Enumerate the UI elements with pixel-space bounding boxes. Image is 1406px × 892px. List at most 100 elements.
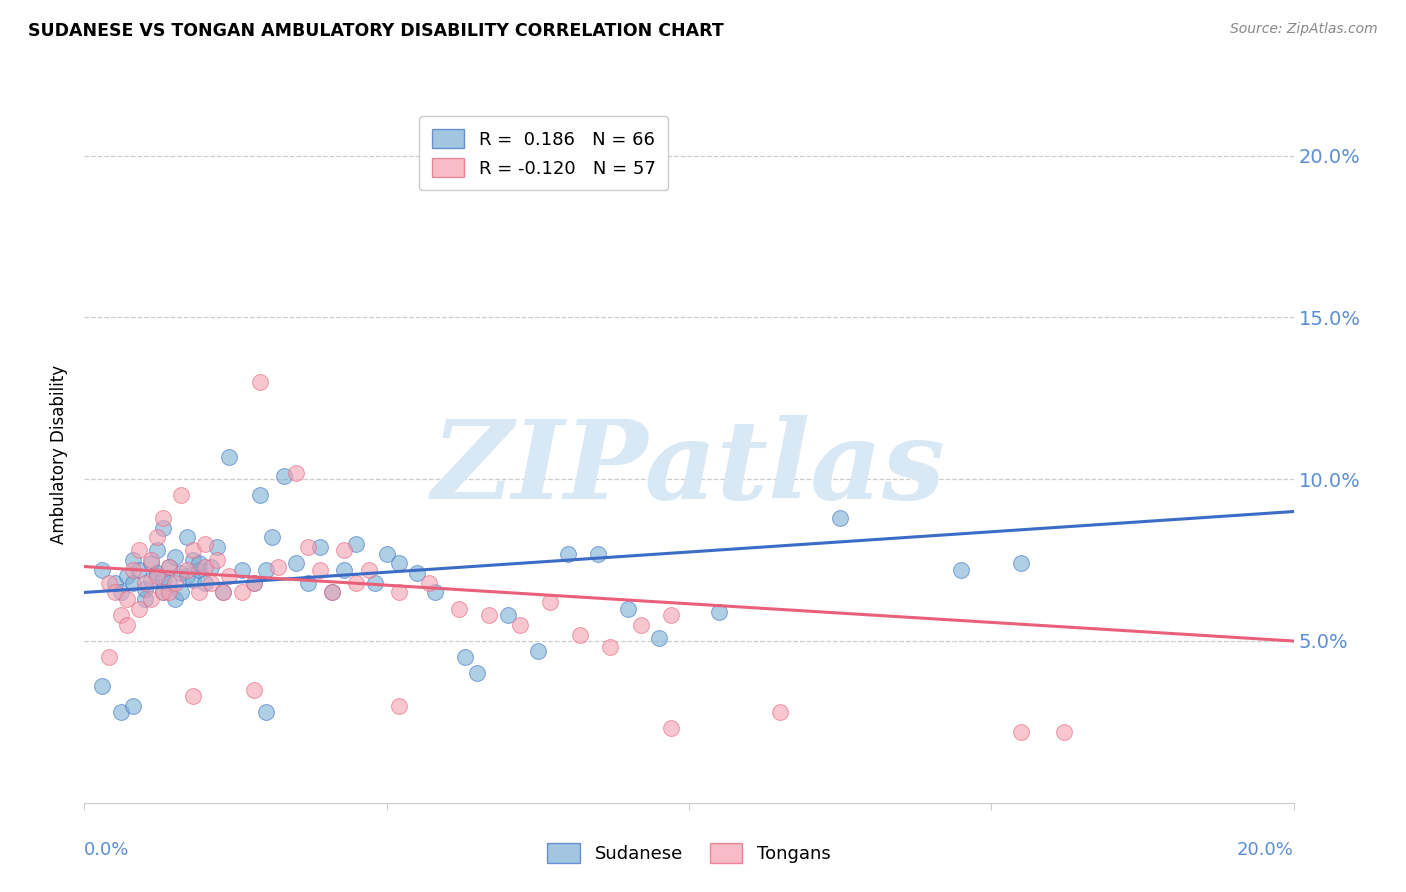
Point — [231, 585, 253, 599]
Point — [333, 543, 356, 558]
Point — [128, 563, 150, 577]
Point — [218, 450, 240, 464]
Point — [121, 563, 143, 577]
Point — [176, 569, 198, 583]
Point — [285, 466, 308, 480]
Point — [170, 585, 193, 599]
Point — [423, 585, 446, 599]
Point — [309, 563, 332, 577]
Point — [188, 585, 211, 599]
Point — [207, 553, 229, 567]
Legend: Sudanese, Tongans: Sudanese, Tongans — [540, 836, 838, 871]
Point — [165, 575, 187, 590]
Point — [321, 585, 343, 599]
Point — [333, 563, 356, 577]
Point — [254, 563, 277, 577]
Point — [388, 585, 411, 599]
Point — [134, 582, 156, 597]
Point — [176, 563, 198, 577]
Point — [170, 566, 193, 580]
Point — [200, 575, 222, 590]
Text: 20.0%: 20.0% — [1237, 841, 1294, 859]
Point — [152, 585, 174, 599]
Point — [170, 488, 193, 502]
Point — [588, 547, 610, 561]
Point — [273, 469, 295, 483]
Point — [212, 585, 235, 599]
Point — [181, 573, 204, 587]
Point — [146, 531, 169, 545]
Point — [165, 549, 187, 564]
Point — [267, 559, 290, 574]
Point — [97, 650, 120, 665]
Point — [110, 705, 132, 719]
Point — [659, 722, 682, 736]
Point — [212, 585, 235, 599]
Point — [134, 591, 156, 606]
Point — [152, 585, 174, 599]
Point — [467, 666, 489, 681]
Point — [346, 575, 368, 590]
Point — [950, 563, 973, 577]
Point — [830, 511, 852, 525]
Point — [165, 591, 187, 606]
Point — [297, 575, 319, 590]
Point — [200, 559, 222, 574]
Point — [659, 608, 682, 623]
Point — [128, 601, 150, 615]
Point — [309, 540, 332, 554]
Point — [139, 591, 162, 606]
Point — [128, 543, 150, 558]
Point — [538, 595, 561, 609]
Point — [346, 537, 368, 551]
Point — [121, 698, 143, 713]
Point — [115, 591, 138, 606]
Point — [617, 601, 640, 615]
Point — [157, 559, 180, 574]
Point — [134, 575, 156, 590]
Point — [1011, 724, 1033, 739]
Point — [231, 563, 253, 577]
Point — [1053, 724, 1076, 739]
Point — [194, 537, 217, 551]
Point — [194, 559, 217, 574]
Point — [157, 559, 180, 574]
Point — [388, 557, 411, 571]
Point — [104, 585, 127, 599]
Y-axis label: Ambulatory Disability: Ambulatory Disability — [51, 366, 69, 544]
Point — [454, 650, 477, 665]
Point — [181, 553, 204, 567]
Point — [449, 601, 471, 615]
Point — [139, 557, 162, 571]
Point — [181, 543, 204, 558]
Point — [569, 627, 592, 641]
Point — [321, 585, 343, 599]
Point — [599, 640, 621, 655]
Point — [630, 617, 652, 632]
Point — [242, 575, 264, 590]
Point — [769, 705, 792, 719]
Point — [478, 608, 501, 623]
Point — [388, 698, 411, 713]
Point — [97, 575, 120, 590]
Point — [557, 547, 579, 561]
Point — [363, 575, 385, 590]
Point — [139, 573, 162, 587]
Point — [648, 631, 671, 645]
Point — [418, 575, 440, 590]
Point — [146, 566, 169, 580]
Text: 0.0%: 0.0% — [84, 841, 129, 859]
Point — [121, 575, 143, 590]
Point — [146, 543, 169, 558]
Point — [218, 569, 240, 583]
Point — [115, 617, 138, 632]
Text: SUDANESE VS TONGAN AMBULATORY DISABILITY CORRELATION CHART: SUDANESE VS TONGAN AMBULATORY DISABILITY… — [28, 22, 724, 40]
Point — [121, 553, 143, 567]
Point — [188, 563, 211, 577]
Point — [207, 540, 229, 554]
Point — [406, 566, 429, 580]
Point — [375, 547, 398, 561]
Point — [249, 375, 271, 389]
Point — [297, 540, 319, 554]
Point — [181, 689, 204, 703]
